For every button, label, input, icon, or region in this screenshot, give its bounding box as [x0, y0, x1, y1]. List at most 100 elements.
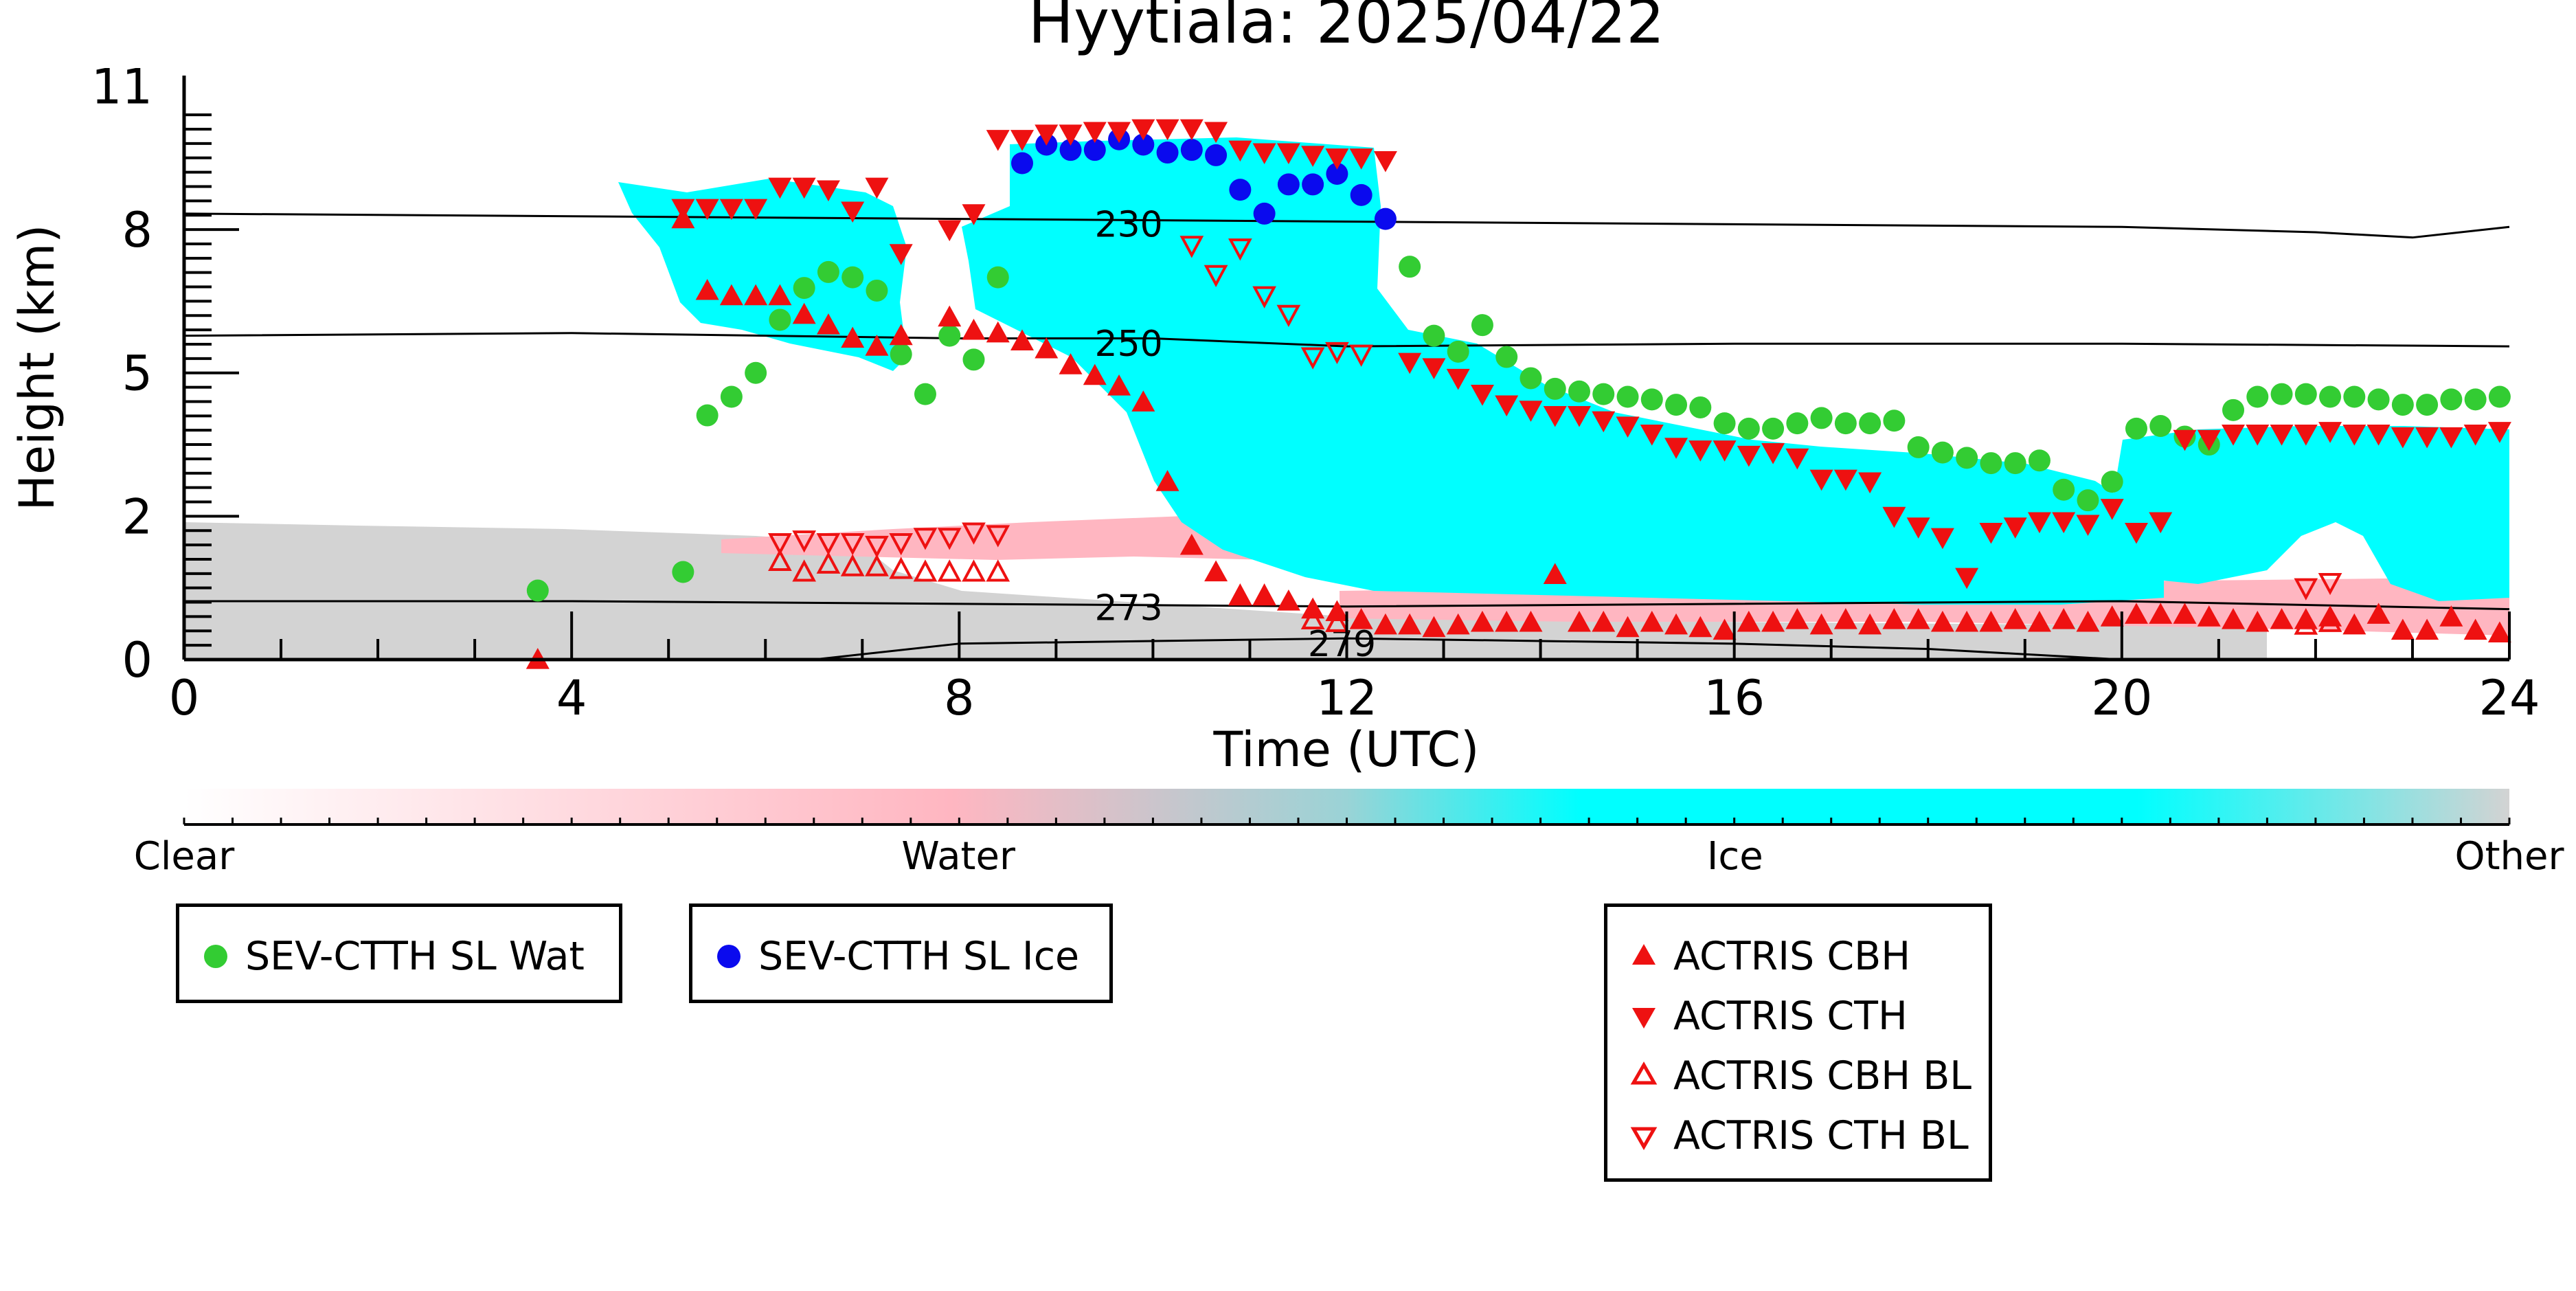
data-point — [1956, 447, 1978, 469]
data-point — [865, 554, 889, 576]
data-point — [1882, 506, 1906, 528]
data-point — [1107, 374, 1131, 396]
data-point — [2270, 608, 2294, 629]
data-point — [1785, 608, 1809, 629]
data-point — [2076, 515, 2100, 536]
data-point — [1059, 353, 1083, 374]
data-point — [792, 530, 817, 553]
data-point — [1519, 610, 1543, 632]
data-point — [1664, 613, 1688, 635]
data-point — [2003, 608, 2027, 629]
data-point — [2294, 424, 2318, 446]
legend-label: ACTRIS CBH BL — [1673, 1053, 1972, 1099]
data-point — [866, 279, 888, 302]
data-point — [937, 528, 962, 550]
data-point — [1155, 119, 1179, 141]
data-point — [1156, 142, 1179, 164]
data-point — [2222, 424, 2246, 446]
data-point — [2149, 512, 2173, 534]
filled-triangle-down-marker-icon — [1632, 1008, 1656, 1029]
data-point — [1833, 608, 1857, 629]
data-point — [2415, 427, 2439, 449]
data-point — [1592, 610, 1616, 632]
data-point — [768, 177, 792, 199]
data-point — [889, 324, 913, 346]
legend-label: SEV-CTTH SL Ice — [758, 934, 1080, 979]
data-point — [1688, 616, 1713, 638]
data-point — [1301, 146, 1325, 167]
data-point — [1325, 341, 1349, 365]
data-point — [1179, 119, 1204, 141]
data-point — [2487, 621, 2511, 642]
legend-label: ACTRIS CBH — [1673, 934, 1911, 979]
data-point — [816, 533, 841, 556]
data-point — [1423, 324, 1445, 347]
legend-actris: ACTRIS CBH ACTRIS CTH ACTRIS CBH BL ACTR… — [1604, 903, 1992, 1182]
data-point — [1470, 610, 1494, 632]
data-point — [744, 199, 768, 221]
data-point — [1640, 388, 1663, 411]
data-point — [1349, 608, 1373, 629]
data-point — [1010, 329, 1035, 350]
data-point — [962, 348, 985, 371]
data-point — [1737, 417, 1760, 440]
x-tick-label: 12 — [1316, 670, 1377, 726]
legend-sev-ice: SEV-CTTH SL Ice — [689, 903, 1113, 1003]
data-point — [1979, 610, 2003, 632]
data-point — [1907, 436, 1930, 458]
data-point — [1252, 583, 1276, 606]
data-point — [2246, 424, 2270, 446]
data-point — [2318, 422, 2342, 443]
data-point — [1447, 340, 1469, 363]
data-point — [2125, 417, 2147, 440]
colorbar-ticks — [183, 818, 2511, 824]
data-point — [2415, 618, 2439, 640]
data-point — [1762, 417, 1785, 440]
data-point — [2318, 572, 2342, 596]
data-point — [986, 525, 1010, 548]
data-point — [719, 284, 743, 306]
green-circle-marker-icon — [204, 945, 227, 968]
data-point — [2366, 424, 2391, 446]
data-point — [1228, 140, 1252, 162]
data-point — [1688, 440, 1713, 462]
ice-class-region — [2109, 426, 2509, 601]
data-point — [1398, 613, 1422, 635]
y-tick-label: 0 — [122, 632, 152, 688]
data-point — [1229, 179, 1252, 201]
data-point — [1882, 608, 1906, 629]
data-point — [841, 266, 864, 289]
data-point — [768, 533, 792, 556]
data-point — [1035, 337, 1059, 359]
contour-label: 273 — [1095, 587, 1163, 629]
data-point — [2270, 383, 2293, 405]
data-point — [1737, 445, 1761, 467]
legend-entry: ACTRIS CTH BL — [1607, 1105, 1969, 1166]
other-class-region — [184, 557, 1030, 660]
data-point — [2439, 427, 2463, 449]
data-point — [2076, 610, 2100, 632]
data-point — [1325, 609, 1349, 632]
contour-line — [183, 212, 2510, 239]
data-point — [889, 557, 914, 579]
data-point — [817, 260, 839, 283]
legend-entry: SEV-CTTH SL Ice — [692, 926, 1079, 987]
data-point — [962, 522, 986, 545]
data-point — [1179, 533, 1204, 555]
data-point — [768, 284, 792, 306]
data-point — [2294, 383, 2317, 405]
data-point — [2391, 427, 2415, 449]
data-point — [1155, 470, 1179, 491]
data-point — [986, 559, 1010, 582]
data-point — [1326, 162, 1348, 185]
legend-label: ACTRIS CTH — [1673, 993, 1908, 1039]
data-point — [1495, 395, 1519, 417]
data-point — [1568, 380, 1590, 403]
data-point — [2124, 522, 2148, 544]
colorbar-label: Clear — [134, 834, 235, 879]
y-axis-ticks: 0 2 5 8 11 — [91, 58, 239, 688]
data-point — [2342, 613, 2366, 635]
x-tick-label: 20 — [2091, 670, 2152, 726]
data-point — [768, 548, 792, 572]
class-colorbar: Clear Water Ice Other — [134, 789, 2564, 879]
